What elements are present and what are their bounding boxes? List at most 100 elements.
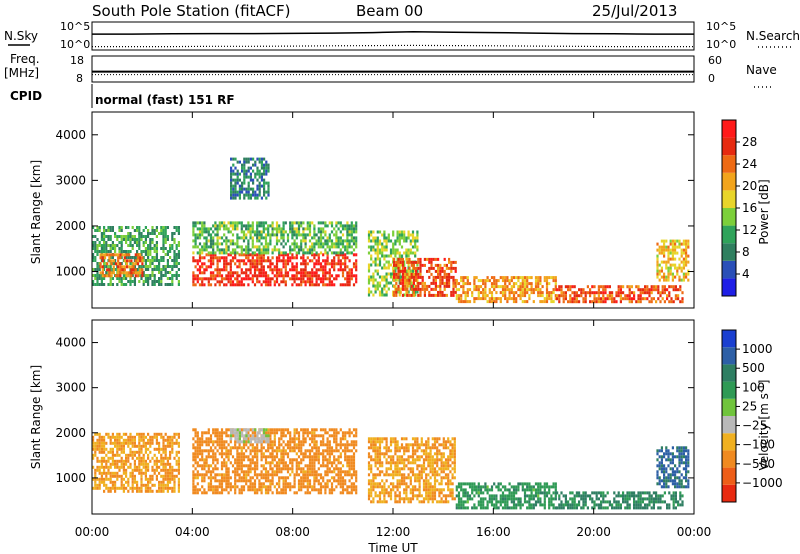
heatmap-cell (308, 230, 312, 234)
heatmap-cell (203, 461, 206, 465)
heatmap-cell (322, 461, 325, 465)
heatmap-cell (315, 277, 318, 281)
heatmap-cell (319, 434, 323, 438)
heatmap-cell (350, 274, 353, 278)
heatmap-cell (372, 275, 375, 279)
heatmap-cell (355, 239, 358, 243)
heatmap-cell (140, 250, 143, 253)
heatmap-cell (523, 276, 527, 280)
heatmap-cell (273, 455, 276, 459)
heatmap-cell (265, 434, 268, 438)
heatmap-cell (678, 239, 681, 243)
heatmap-cell (622, 285, 625, 289)
heatmap-cell (225, 485, 228, 489)
heatmap-cell (227, 248, 230, 252)
heatmap-cell (300, 233, 303, 237)
heatmap-cell (260, 160, 263, 164)
heatmap-cell (192, 245, 195, 249)
heatmap-cell (175, 474, 178, 478)
heatmap-cell (452, 278, 455, 282)
heatmap-cell (515, 291, 518, 295)
heatmap-cell (637, 288, 640, 292)
heatmap-cell (407, 458, 410, 462)
heatmap-cell (275, 431, 279, 435)
heatmap-cell (324, 482, 327, 486)
heatmap-cell (355, 268, 358, 272)
heatmap-cell (539, 294, 542, 298)
heatmap-cell (372, 293, 375, 297)
heatmap-cell (348, 431, 351, 435)
heatmap-cell (258, 245, 261, 249)
heatmap-cell (370, 230, 373, 234)
heatmap-cell (162, 274, 165, 277)
heatmap-cell (234, 461, 237, 465)
heatmap-cell (291, 485, 294, 489)
heatmap-cell (681, 300, 684, 304)
heatmap-cell (311, 467, 314, 471)
heatmap-cell (271, 230, 274, 234)
heatmap-cell (249, 224, 252, 228)
heatmap-cell (216, 256, 219, 260)
heatmap-cell (243, 163, 246, 167)
heatmap-cell (423, 290, 426, 294)
heatmap-cell (136, 241, 139, 244)
heatmap-cell (232, 193, 235, 197)
heatmap-cell (355, 227, 358, 231)
heatmap-cell (328, 262, 331, 266)
heatmap-cell (169, 244, 172, 247)
heatmap-cell (109, 435, 112, 439)
heatmap-cell (328, 434, 331, 438)
heatmap-cell (122, 465, 125, 469)
heatmap-cell (400, 254, 404, 258)
heatmap-cell (242, 464, 246, 468)
heatmap-cell (238, 259, 241, 263)
heatmap-cell (510, 279, 513, 283)
heatmap-cell (158, 232, 161, 235)
heatmap-cell (173, 474, 176, 478)
heatmap-cell (407, 443, 410, 447)
heatmap-cell (300, 476, 303, 480)
heatmap-cell (131, 456, 134, 460)
freq-series (92, 70, 694, 76)
heatmap-cell (94, 277, 97, 280)
heatmap-cell (214, 224, 217, 228)
heatmap-cell (262, 274, 265, 278)
heatmap-cell (139, 271, 142, 275)
heatmap-cell (348, 449, 351, 453)
heatmap-cell (136, 238, 139, 241)
heatmap-cell (341, 437, 345, 441)
heatmap-cell (109, 280, 112, 283)
heatmap-cell (319, 491, 323, 495)
heatmap-cell (247, 277, 250, 281)
heatmap-cell (240, 455, 243, 459)
heatmap-cell (291, 446, 294, 450)
noise-series (92, 30, 694, 48)
heatmap-cell (205, 242, 208, 246)
heatmap-cell (212, 245, 215, 249)
heatmap-cell (247, 253, 250, 257)
heatmap-cell (98, 250, 101, 253)
heatmap-cell (280, 476, 283, 480)
heatmap-cell (669, 251, 672, 255)
heatmap-cell (504, 291, 507, 295)
heatmap-cell (201, 251, 204, 255)
heatmap-cell (350, 233, 353, 237)
heatmap-cell (269, 233, 272, 237)
heatmap-cell (374, 290, 377, 294)
heatmap-cell (330, 476, 334, 480)
heatmap-cell (678, 266, 681, 270)
heatmap-cell (173, 480, 176, 484)
heatmap-cell (374, 263, 377, 267)
heatmap-cell (120, 459, 123, 463)
heatmap-cell (141, 268, 144, 272)
heatmap-cell (302, 230, 305, 234)
heatmap-cell (280, 488, 283, 492)
heatmap-cell (216, 467, 219, 471)
heatmap-cell (260, 449, 263, 453)
heatmap-cell (421, 278, 424, 282)
heatmap-cell (355, 479, 358, 483)
heatmap-cell (600, 291, 603, 295)
heatmap-cell (229, 446, 232, 450)
heatmap-cell (166, 471, 169, 475)
heatmap-cell (339, 437, 342, 441)
